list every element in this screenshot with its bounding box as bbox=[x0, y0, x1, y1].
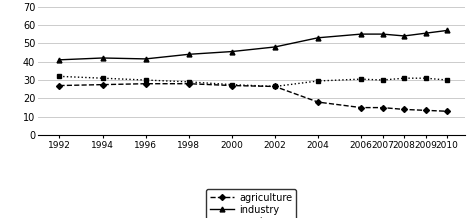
Legend: agriculture, industry, services: agriculture, industry, services bbox=[206, 189, 296, 218]
